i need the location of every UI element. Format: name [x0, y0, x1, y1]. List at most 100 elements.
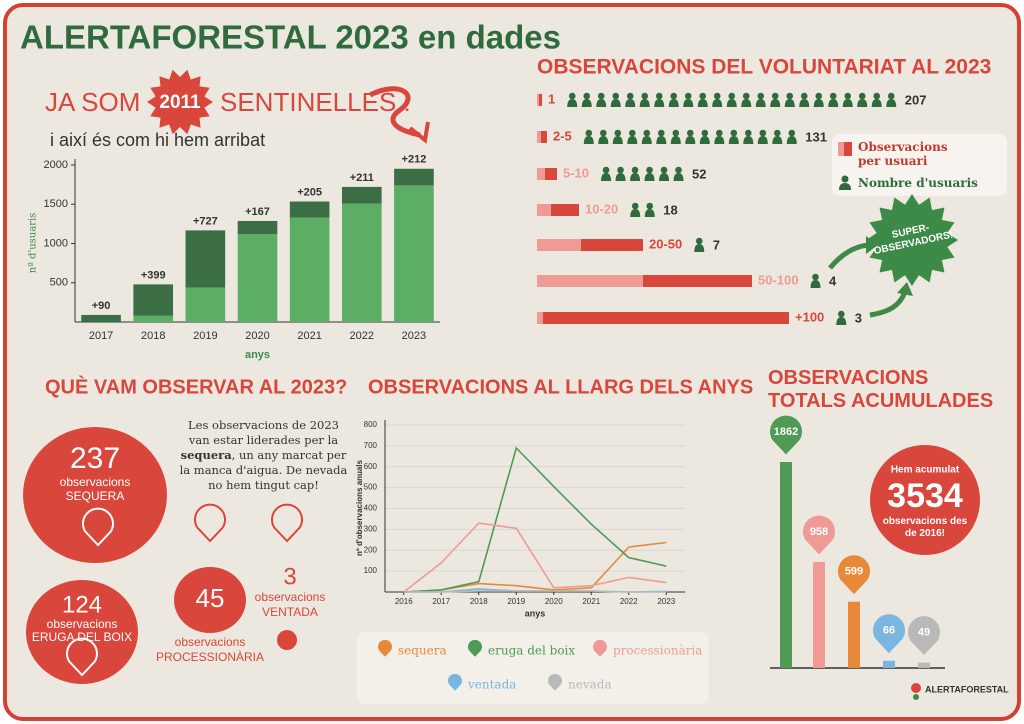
value-pin — [803, 515, 835, 555]
icon — [271, 503, 303, 543]
x-axis-label: anys — [245, 349, 270, 361]
note-part: sequera — [180, 448, 232, 462]
y-axis-label: nº d'usuaris — [28, 213, 39, 274]
category-label: 10-20 — [585, 201, 618, 216]
value-label: 18 — [663, 202, 677, 217]
arrow — [368, 86, 421, 138]
legend-label: sequera — [398, 644, 447, 658]
annotation-total: 3534 — [887, 477, 963, 515]
y-tick-label: 300 — [364, 524, 378, 533]
x-axis-label: anys — [525, 608, 546, 618]
value-label: 52 — [692, 166, 706, 181]
item-value: 3 — [283, 563, 296, 590]
arrow — [869, 290, 908, 318]
x-tick-label: 2021 — [297, 330, 321, 342]
value-label: +212 — [402, 154, 427, 166]
y-tick-label: 400 — [364, 504, 378, 513]
x-tick-label: 2022 — [350, 330, 374, 342]
item-unit: observacions — [60, 475, 131, 489]
value-label: 1862 — [774, 426, 798, 438]
legend-marker — [593, 639, 608, 657]
logo-icon — [911, 683, 921, 693]
item-icon — [82, 507, 114, 547]
item-blob — [26, 580, 138, 684]
x-tick-label: 2019 — [507, 597, 525, 606]
legend-label: eruga del boix — [488, 644, 575, 658]
value-label: +167 — [245, 206, 270, 218]
user-icons — [567, 92, 897, 107]
annotation-outro: observacions des de 2016! — [882, 516, 968, 539]
user-icons — [583, 129, 797, 144]
value-pin — [769, 415, 802, 455]
y-tick-label: 1000 — [44, 237, 68, 249]
y-axis-label: nº d'observacions anuals — [355, 459, 364, 556]
bar-segment — [185, 287, 226, 322]
bar-part — [537, 94, 542, 106]
item-label: SEQUERA — [66, 489, 125, 503]
bar — [883, 660, 895, 668]
category-label: 2-5 — [553, 128, 572, 143]
bar-segment — [81, 314, 121, 322]
value-pin — [873, 614, 905, 654]
x-tick-label: 2023 — [657, 597, 675, 606]
item-label: ERUGA DEL BOIX — [32, 630, 132, 644]
chart-title: OBSERVACIONS TOTALS ACUMULADES — [768, 367, 994, 412]
x-tick-label: 2017 — [89, 330, 113, 342]
user-icons — [810, 273, 821, 288]
bar-part — [537, 168, 545, 180]
x-tick-label: 2020 — [245, 330, 269, 342]
legend-marker — [378, 639, 392, 657]
category-label: 20-50 — [649, 236, 682, 251]
bar-segment — [289, 217, 330, 322]
note: Les observacions de 2023 van estar lider… — [176, 418, 351, 493]
category-label: +100 — [795, 309, 824, 324]
x-tick-label: 2017 — [432, 597, 450, 606]
item-unit: observacions — [175, 635, 246, 649]
legend-label: processionària — [613, 644, 702, 658]
category-label: 5-10 — [563, 165, 589, 180]
bar — [780, 462, 792, 668]
bar-segment — [394, 185, 434, 322]
x-tick-label: 2018 — [141, 330, 165, 342]
arrow-head — [408, 121, 430, 144]
bar-segment — [341, 203, 382, 322]
legend-icon — [839, 183, 851, 190]
user-icons — [694, 237, 705, 252]
bar-segment — [237, 234, 278, 322]
legend-label: nevada — [568, 678, 612, 692]
page-title: ALERTAFORESTAL 2023 en dades — [20, 19, 561, 56]
y-tick-label: 2000 — [44, 159, 68, 171]
value-label: 4 — [829, 273, 837, 288]
chart-title: OBSERVACIONS AL LLARG DELS ANYS — [368, 376, 753, 398]
item-value: 237 — [70, 442, 120, 475]
legend-marker — [548, 673, 563, 691]
headline-prefix: JA SOM — [45, 87, 140, 117]
value-label: 599 — [845, 566, 863, 578]
bar-part — [537, 312, 789, 324]
value-label: 131 — [805, 129, 827, 144]
y-tick-label: 600 — [364, 462, 378, 471]
count-burst — [147, 69, 213, 135]
value-label: 66 — [883, 625, 895, 637]
icon — [194, 503, 226, 543]
arrow-head — [897, 282, 913, 296]
bar — [918, 662, 930, 668]
bar-part — [537, 131, 547, 143]
bar-segment — [185, 230, 226, 288]
y-tick-label: 500 — [364, 483, 378, 492]
bar-segment — [133, 284, 174, 316]
legend-box — [357, 632, 709, 704]
category-label: 50-100 — [758, 272, 798, 287]
bar-segment — [133, 315, 174, 322]
value-label: +90 — [92, 300, 111, 312]
value-label: +211 — [350, 172, 374, 184]
dot — [277, 630, 297, 650]
series-line — [403, 446, 667, 593]
headline-count: 2011 — [159, 92, 201, 113]
y-tick-label: 200 — [364, 545, 378, 554]
bar-segment — [394, 168, 434, 186]
value-label: 3 — [855, 310, 862, 325]
category-label: 1 — [548, 91, 555, 106]
